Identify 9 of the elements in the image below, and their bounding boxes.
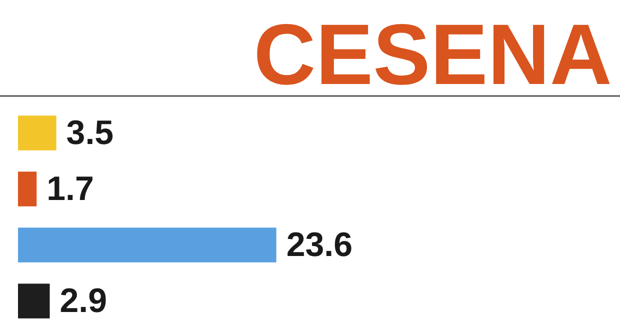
bar [18,284,50,318]
data-label: 1.7 [46,170,94,208]
data-label: 23.6 [286,226,352,264]
bar [18,228,276,262]
bar [18,116,56,150]
data-label: 2.9 [60,282,108,320]
chart-title: CESENA [254,7,612,103]
bar [18,172,37,206]
data-label: 3.5 [66,114,114,152]
